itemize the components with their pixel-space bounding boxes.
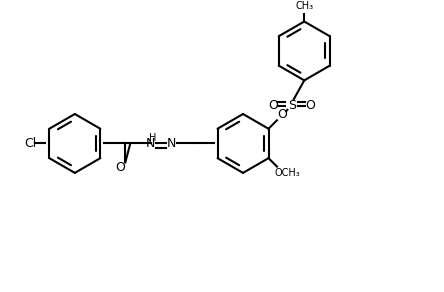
Text: S: S xyxy=(288,99,296,112)
Text: O: O xyxy=(268,99,278,112)
Text: Cl: Cl xyxy=(24,137,37,150)
Text: O: O xyxy=(278,108,287,121)
Text: N: N xyxy=(167,137,176,150)
Text: O: O xyxy=(115,161,125,174)
Text: OCH₃: OCH₃ xyxy=(274,168,300,178)
Text: N: N xyxy=(146,137,155,150)
Text: H: H xyxy=(149,133,156,143)
Text: CH₃: CH₃ xyxy=(295,1,313,11)
Text: O: O xyxy=(305,99,316,112)
